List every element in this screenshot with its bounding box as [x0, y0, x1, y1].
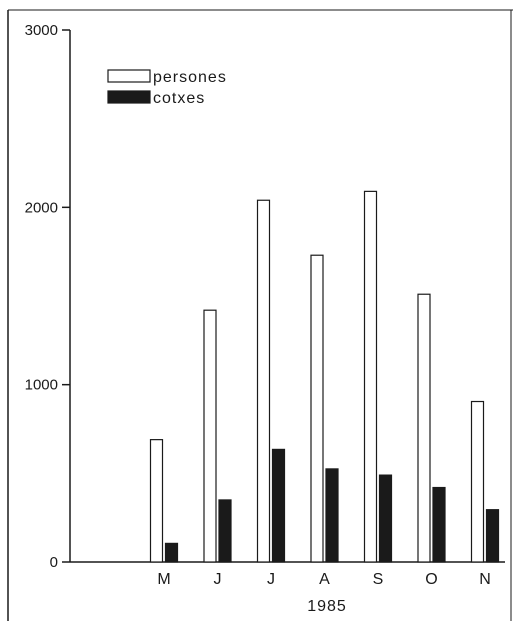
- bar-persones: [149, 439, 164, 563]
- y-tick-label: 2000: [25, 199, 58, 216]
- legend: persones cotxes: [107, 69, 227, 107]
- y-tick-label: 1000: [25, 377, 58, 394]
- x-category-label: N: [479, 571, 491, 588]
- x-category-label: O: [425, 571, 437, 588]
- x-axis-title: 1985: [307, 598, 347, 615]
- x-category-label: J: [267, 571, 275, 588]
- bar-cotxes: [218, 499, 232, 563]
- x-category-label: A: [319, 571, 330, 588]
- x-category-label: S: [373, 571, 384, 588]
- bar-persones: [470, 400, 485, 563]
- bar-cotxes: [164, 542, 179, 563]
- y-tick-label: 0: [50, 554, 58, 571]
- bar-cotxes: [271, 448, 286, 563]
- y-tick-label: 3000: [25, 22, 58, 39]
- bar-cotxes: [432, 486, 446, 563]
- x-category-label: M: [157, 571, 170, 588]
- bar-persones: [310, 254, 324, 563]
- y-axis-ticks: 0 1000 2000 3000: [25, 22, 70, 571]
- legend-swatch-cotxes: [107, 90, 151, 104]
- bar-persones: [363, 190, 378, 563]
- legend-label-cotxes: cotxes: [153, 90, 205, 107]
- bar-persones: [256, 199, 271, 563]
- x-category-label: J: [214, 571, 222, 588]
- bar-persones: [203, 309, 217, 563]
- bar-cotxes: [378, 474, 393, 563]
- legend-label-persones: persones: [153, 69, 227, 86]
- bars: [149, 190, 500, 563]
- bar-cotxes: [485, 509, 500, 563]
- bar-cotxes: [325, 468, 339, 563]
- legend-swatch-persones: [107, 69, 151, 83]
- bar-persones: [417, 293, 431, 563]
